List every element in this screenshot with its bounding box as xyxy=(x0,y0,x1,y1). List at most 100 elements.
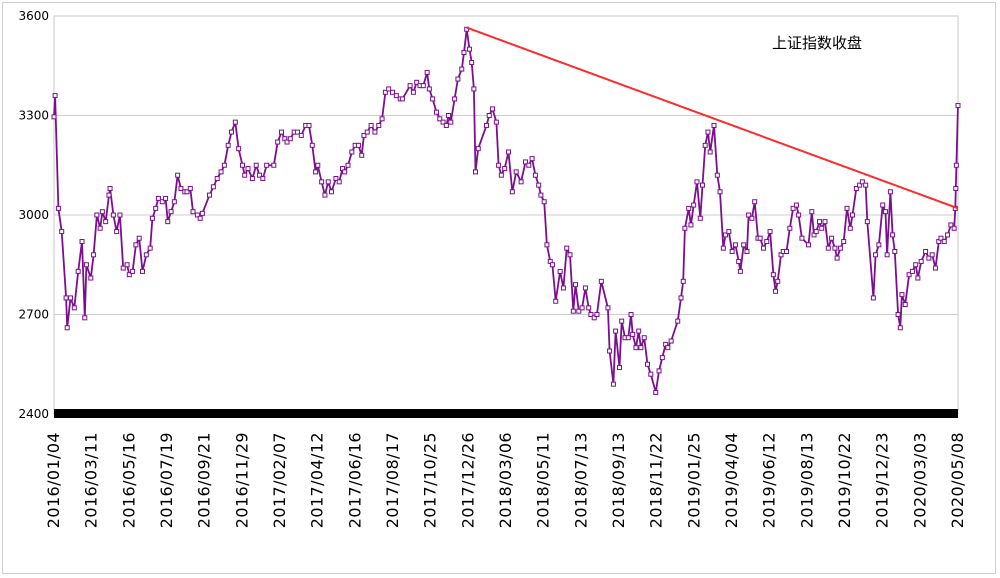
data-point xyxy=(538,192,544,198)
data-point xyxy=(906,272,912,278)
data-point xyxy=(899,292,905,298)
data-point xyxy=(720,245,726,251)
data-point xyxy=(882,209,888,215)
series-layer xyxy=(51,26,961,395)
data-point xyxy=(171,199,177,205)
data-point xyxy=(298,132,304,138)
data-point xyxy=(294,129,300,135)
data-point xyxy=(242,172,248,178)
data-point xyxy=(490,106,496,112)
data-point xyxy=(55,205,61,211)
data-point xyxy=(847,225,853,231)
data-point xyxy=(342,169,348,175)
data-point xyxy=(813,229,819,235)
data-point xyxy=(630,331,636,337)
data-point xyxy=(841,239,847,245)
data-point xyxy=(579,305,585,311)
data-point xyxy=(493,119,499,125)
data-point xyxy=(598,278,604,284)
data-point xyxy=(591,315,597,321)
data-point xyxy=(553,298,559,304)
x-axis-ticks: 2016/01/04 2016/03/11 2016/05/16 2016/07/19… xyxy=(44,432,967,528)
data-point xyxy=(376,122,382,128)
data-point xyxy=(610,381,616,387)
data-point xyxy=(607,348,613,354)
data-point xyxy=(513,169,519,175)
data-point xyxy=(319,179,325,185)
data-point xyxy=(870,295,876,301)
data-point xyxy=(59,229,65,235)
data-point xyxy=(178,185,184,191)
data-point xyxy=(410,89,416,95)
data-point xyxy=(349,149,355,155)
data-point xyxy=(702,142,708,148)
data-point xyxy=(656,368,662,374)
data-point xyxy=(437,116,443,122)
data-point xyxy=(133,242,139,248)
x-tick-label: 2018/03/06 xyxy=(496,432,515,528)
data-point xyxy=(648,371,654,377)
x-tick-label: 2017/02/07 xyxy=(270,432,289,528)
data-point xyxy=(588,312,594,317)
data-point xyxy=(705,129,711,135)
data-point xyxy=(645,361,651,367)
data-point xyxy=(564,245,570,251)
x-tick-label: 2019/12/23 xyxy=(873,432,892,528)
data-point xyxy=(440,119,446,125)
y-tick-label: 3600 xyxy=(18,9,49,23)
x-tick-label: 2018/05/11 xyxy=(534,432,553,528)
data-point xyxy=(567,252,573,258)
data-point xyxy=(443,122,449,128)
data-point xyxy=(902,302,908,308)
data-point xyxy=(194,212,200,218)
data-point xyxy=(143,252,149,258)
data-point xyxy=(941,239,947,245)
data-point xyxy=(120,265,126,271)
data-point xyxy=(518,179,524,185)
data-point xyxy=(732,242,738,248)
data-point xyxy=(526,162,532,168)
data-point xyxy=(114,229,120,235)
data-point xyxy=(806,242,812,248)
x-tick-label: 2020/03/03 xyxy=(910,432,929,528)
data-point xyxy=(257,172,263,178)
data-point xyxy=(260,176,266,182)
data-point xyxy=(570,308,576,314)
data-point xyxy=(844,205,850,211)
data-point xyxy=(483,122,489,128)
data-point xyxy=(225,142,231,148)
data-point xyxy=(682,225,688,231)
data-point xyxy=(636,328,642,334)
data-point xyxy=(424,69,430,75)
data-point xyxy=(694,179,700,185)
data-point xyxy=(680,278,686,284)
data-point xyxy=(368,122,374,128)
data-point xyxy=(455,76,461,82)
data-point xyxy=(707,149,713,155)
data-point xyxy=(691,202,697,208)
data-point xyxy=(945,232,951,238)
data-point xyxy=(433,109,439,115)
data-point xyxy=(382,89,388,95)
data-point xyxy=(688,222,694,228)
data-point xyxy=(641,335,647,341)
data-point xyxy=(594,312,600,317)
data-point xyxy=(625,335,631,341)
data-point xyxy=(714,172,720,178)
y-axis-ticks: 2400 2700 3000 3300 3600 xyxy=(18,9,49,421)
data-point xyxy=(887,189,893,195)
data-point xyxy=(159,199,165,205)
data-point xyxy=(461,49,467,55)
data-point xyxy=(471,86,477,92)
data-point xyxy=(229,129,235,135)
data-point xyxy=(63,295,69,301)
data-point xyxy=(94,212,100,218)
data-point xyxy=(313,169,319,175)
data-point xyxy=(864,219,870,225)
data-point xyxy=(953,185,959,191)
data-point xyxy=(834,255,840,261)
data-point xyxy=(752,199,758,205)
data-point xyxy=(829,235,835,241)
data-point xyxy=(218,169,224,175)
